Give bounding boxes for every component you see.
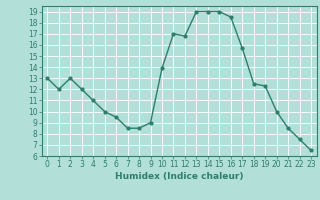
X-axis label: Humidex (Indice chaleur): Humidex (Indice chaleur): [115, 172, 244, 181]
